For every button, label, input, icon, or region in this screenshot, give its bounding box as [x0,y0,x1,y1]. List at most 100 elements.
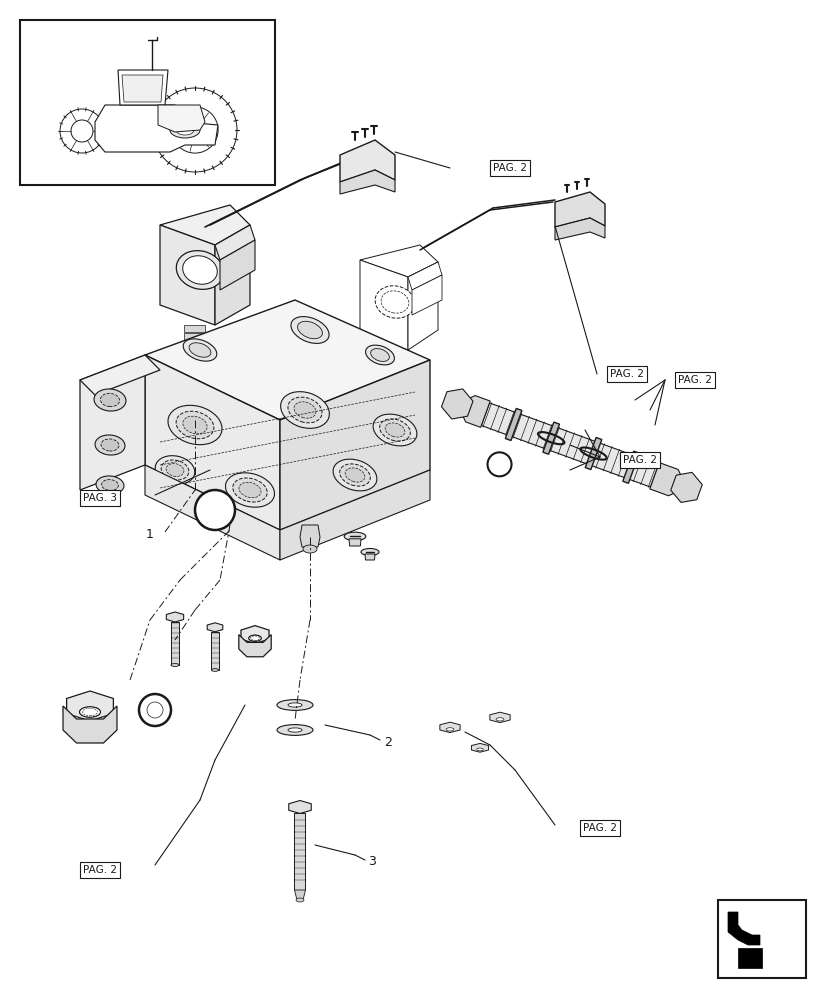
Circle shape [71,120,93,142]
Text: PAG. 2: PAG. 2 [492,163,526,173]
Polygon shape [184,333,206,340]
Ellipse shape [166,464,184,476]
Ellipse shape [277,725,313,735]
Polygon shape [158,105,205,132]
Ellipse shape [225,473,275,507]
Polygon shape [80,355,145,490]
Circle shape [172,107,218,153]
Ellipse shape [446,728,453,731]
Polygon shape [441,389,472,419]
Text: PAG. 2: PAG. 2 [609,369,643,379]
Ellipse shape [232,478,267,502]
Ellipse shape [176,251,223,289]
Ellipse shape [96,476,124,494]
Polygon shape [63,706,117,743]
Text: PAG. 3: PAG. 3 [83,493,117,503]
Ellipse shape [94,389,126,411]
Ellipse shape [339,464,370,486]
Polygon shape [480,403,658,487]
Ellipse shape [290,317,328,343]
Polygon shape [554,192,605,227]
Ellipse shape [288,397,322,423]
Polygon shape [184,390,205,412]
Polygon shape [294,813,305,890]
Ellipse shape [294,402,316,418]
Polygon shape [340,140,394,182]
Polygon shape [220,240,255,290]
Ellipse shape [176,125,194,135]
Ellipse shape [100,393,119,407]
Polygon shape [145,465,280,560]
Circle shape [147,702,163,718]
Polygon shape [490,712,509,723]
Ellipse shape [288,728,302,732]
Text: PAG. 2: PAG. 2 [83,865,117,875]
Ellipse shape [161,460,189,480]
Ellipse shape [345,468,365,482]
Ellipse shape [189,343,211,357]
Ellipse shape [155,456,194,484]
Ellipse shape [344,532,366,541]
Polygon shape [184,325,205,332]
Circle shape [139,694,171,726]
Ellipse shape [476,748,483,751]
Text: PAG. 2: PAG. 2 [622,455,656,465]
Polygon shape [215,225,250,325]
Ellipse shape [288,703,302,707]
Ellipse shape [211,669,218,671]
Polygon shape [585,437,601,470]
Polygon shape [461,396,490,427]
Polygon shape [348,539,361,546]
Ellipse shape [168,405,222,445]
Polygon shape [241,626,269,644]
Polygon shape [380,390,399,397]
Polygon shape [554,218,605,240]
Ellipse shape [170,122,200,138]
Polygon shape [380,398,399,405]
Ellipse shape [373,414,416,446]
Text: PAG. 2: PAG. 2 [677,375,711,385]
Polygon shape [408,262,437,350]
Polygon shape [171,622,179,665]
Text: PAG. 2: PAG. 2 [582,823,616,833]
Text: 3: 3 [368,855,375,868]
Ellipse shape [79,707,100,717]
Polygon shape [340,170,394,194]
Polygon shape [289,800,311,813]
Polygon shape [360,245,437,277]
Polygon shape [184,365,206,372]
Polygon shape [504,408,521,441]
Polygon shape [184,341,206,348]
Polygon shape [649,463,681,496]
Bar [717,900,805,978]
Circle shape [487,452,511,476]
Ellipse shape [183,339,217,361]
Ellipse shape [280,392,329,428]
Ellipse shape [380,291,409,313]
Polygon shape [184,373,205,380]
Polygon shape [360,260,408,350]
Polygon shape [118,70,168,105]
Bar [20,20,275,185]
Polygon shape [95,105,218,152]
Polygon shape [380,374,399,381]
Circle shape [184,119,205,141]
Polygon shape [207,623,222,632]
Polygon shape [160,205,250,245]
Polygon shape [439,722,460,733]
Polygon shape [145,355,280,530]
Polygon shape [160,225,215,325]
Polygon shape [412,275,442,315]
Ellipse shape [102,480,118,490]
Ellipse shape [370,349,389,361]
Polygon shape [280,360,429,530]
Ellipse shape [95,435,125,455]
Circle shape [153,88,237,172]
Ellipse shape [375,286,414,318]
Polygon shape [380,406,399,413]
Polygon shape [670,472,701,502]
Polygon shape [408,262,442,290]
Polygon shape [299,525,319,547]
Ellipse shape [361,548,379,556]
Polygon shape [471,743,488,752]
